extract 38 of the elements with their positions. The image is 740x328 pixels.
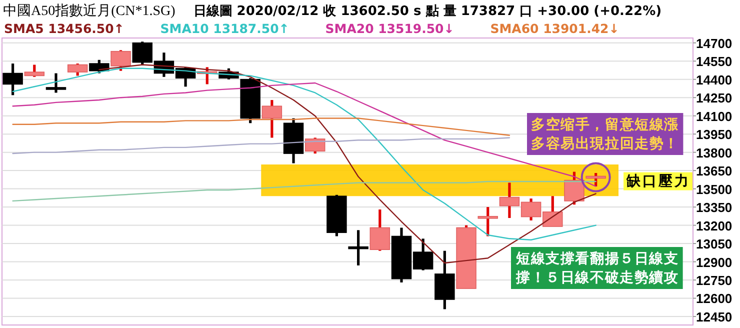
candlestick (67, 62, 88, 77)
y-tick-label: 14250 (696, 90, 732, 106)
y-tick-label: 14700 (696, 36, 732, 51)
candlestick (370, 208, 390, 252)
y-tick-label: 13650 (696, 164, 732, 179)
text: SMA20 13519.50↓ (325, 21, 454, 36)
annotation: 多空缩手，留意短線漲多容易出現拉回走勢！ (531, 116, 680, 152)
candlestick (564, 170, 584, 206)
candlestick (46, 72, 66, 94)
candlestick (586, 172, 606, 188)
y-tick-label: 13800 (696, 145, 732, 160)
y-tick-label: 14550 (696, 54, 732, 70)
text: SMA10 13187.50↑ (160, 21, 290, 36)
y-tick-label: 12600 (696, 291, 732, 306)
y-tick-label: 12450 (696, 309, 732, 324)
candlestick (304, 136, 326, 155)
text: SMA60 13901.42↓ (490, 21, 620, 36)
text: SMA5 13456.50↑ (4, 21, 124, 36)
y-tick-label: 13050 (696, 236, 732, 252)
candlestick (478, 206, 498, 238)
chart-title: 中國A50指數近月(CN*1.SG) (3, 3, 176, 19)
candlestick (348, 228, 368, 267)
band-label: 缺口壓力 (626, 173, 690, 190)
y-tick-label: 12900 (696, 254, 732, 270)
candlestick (262, 98, 282, 140)
y-tick-label: 13200 (696, 218, 732, 234)
y-tick-label: 13500 (696, 182, 732, 197)
y-tick-label: 13950 (696, 127, 732, 142)
chart-subtitle: 日線圖 2020/02/12 收 13602.50 s 點 量 173827 口 +30.00 (+0.22%) (193, 4, 662, 19)
annotation: 短線支撐看翻揚５日線支撐！５日線不破走勢續攻 (515, 250, 679, 286)
y-tick-label: 12750 (696, 273, 732, 288)
candlestick (2, 62, 23, 96)
y-tick-label: 13350 (696, 200, 732, 216)
line-series (12, 137, 510, 154)
candlestick (110, 48, 131, 72)
y-tick-label: 14400 (696, 72, 732, 88)
y-tick-label: 14100 (696, 108, 732, 124)
candlestick (24, 63, 45, 78)
